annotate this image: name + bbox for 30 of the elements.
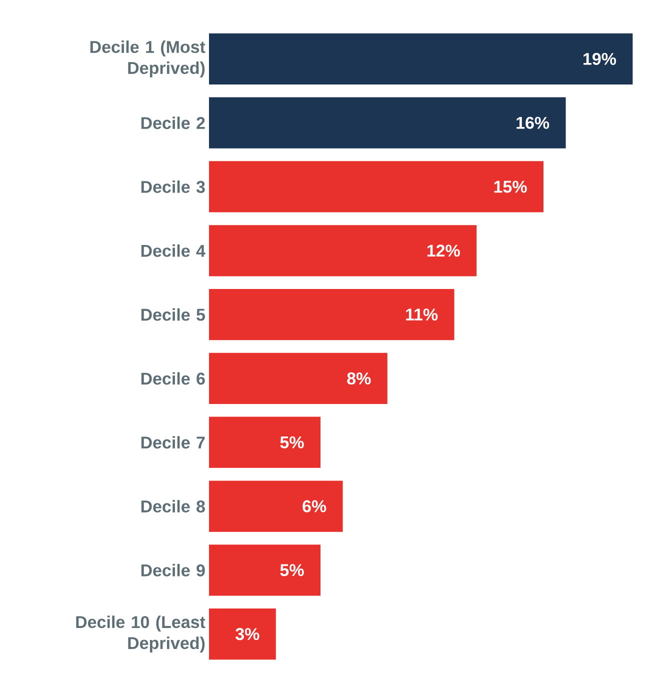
bar — [209, 352, 388, 404]
y-tick-label: Decile 6 — [141, 372, 205, 385]
data-label: 16% — [516, 116, 550, 129]
data-label: 5% — [280, 564, 304, 576]
y-tick-label: Decile 5 — [141, 308, 205, 321]
y-tick-label: Decile 10 (Least Deprived) — [76, 616, 206, 652]
data-label: 15% — [494, 180, 527, 193]
y-tick-label: Decile 7 — [141, 436, 205, 449]
bar — [209, 416, 320, 468]
y-tick-label: Decile 3 — [141, 180, 205, 193]
y-tick-label: Decile 2 — [141, 116, 205, 130]
bar — [209, 33, 633, 84]
bar — [209, 544, 320, 596]
y-tick-label: Decile 1 (Most Deprived) — [90, 40, 206, 78]
bar — [209, 161, 544, 212]
data-label: 6% — [302, 500, 326, 512]
data-label: 3% — [236, 628, 260, 640]
bar — [209, 480, 343, 532]
data-label: 19% — [584, 52, 616, 65]
y-tick-label: Decile 8 — [141, 500, 205, 512]
y-tick-label: Decile 4 — [141, 244, 206, 257]
bar — [209, 97, 566, 148]
data-label: 8% — [347, 372, 371, 384]
bar — [209, 608, 276, 660]
data-label: 5% — [280, 436, 304, 448]
bar — [209, 225, 477, 276]
data-label: 11% — [406, 308, 438, 321]
data-label: 12% — [427, 244, 460, 257]
y-tick-label: Decile 9 — [141, 564, 205, 576]
bar — [209, 288, 454, 340]
